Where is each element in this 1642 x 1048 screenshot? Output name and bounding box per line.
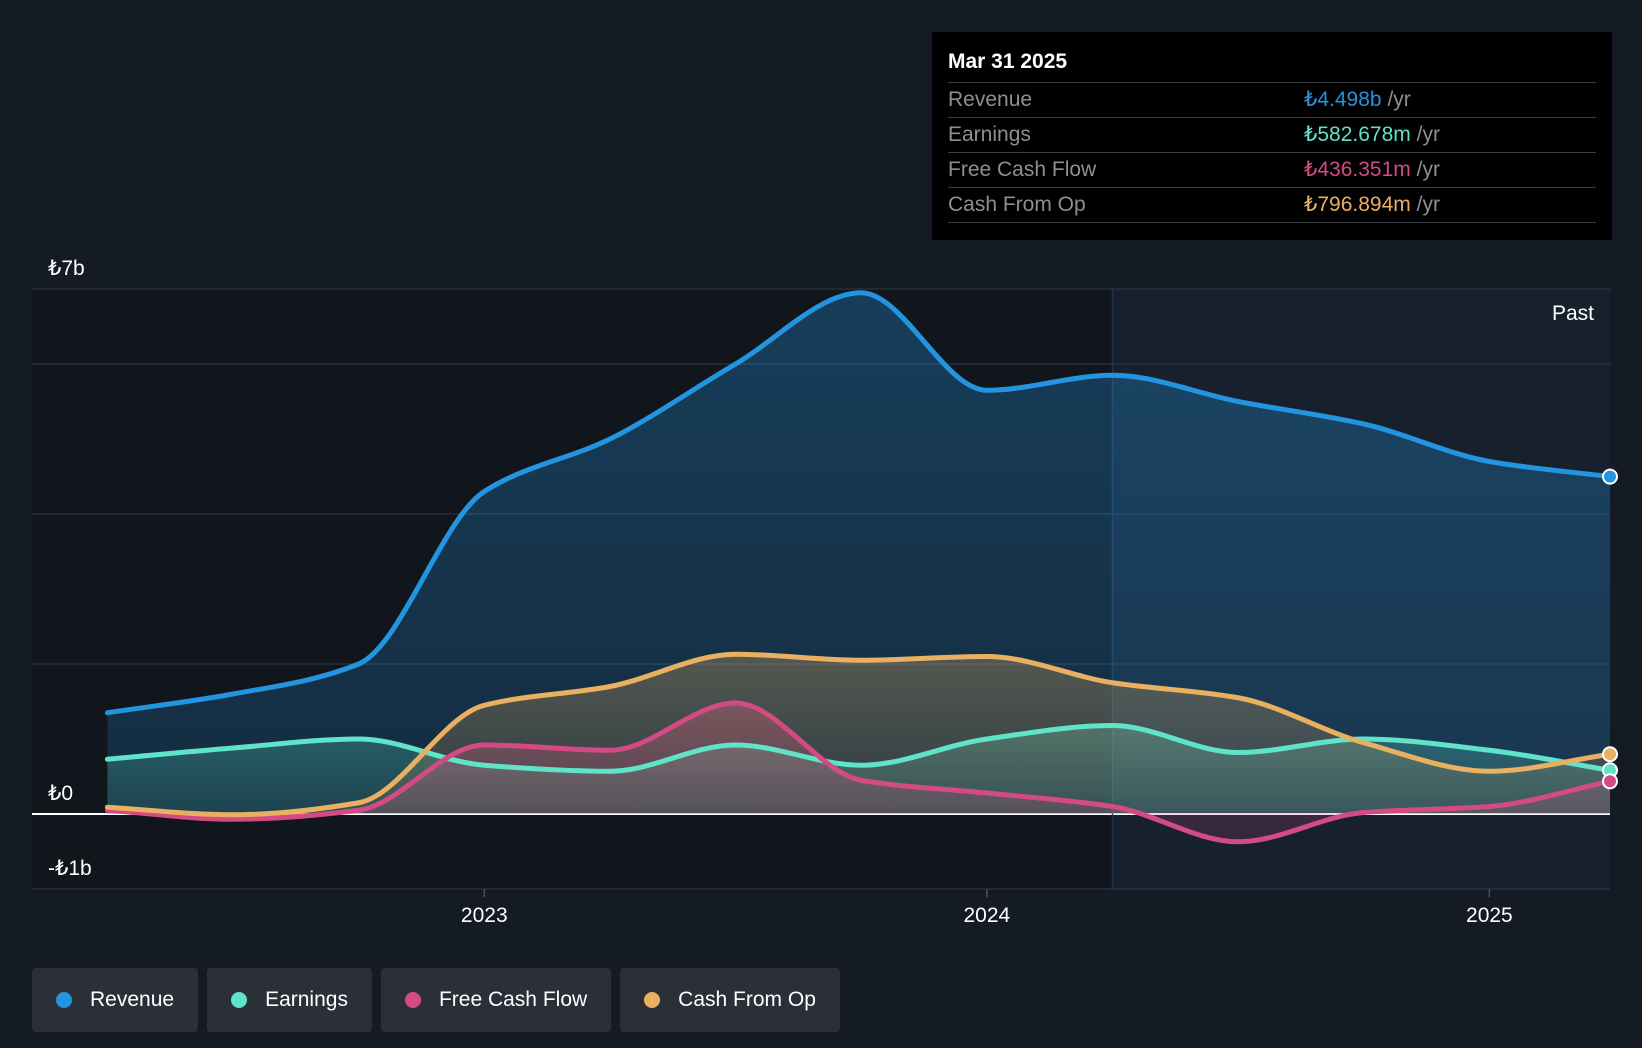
- end-marker-free-cash-flow: [1602, 773, 1618, 790]
- legend-item-revenue[interactable]: Revenue: [32, 968, 199, 1032]
- tooltip-row-cash-from-op: Cash From Op ₺796.894m /yr: [948, 188, 1596, 223]
- y-tick-label: ₺0: [48, 782, 73, 805]
- legend-item-earnings[interactable]: Earnings: [207, 968, 372, 1032]
- y-tick-label: ₺7b: [48, 257, 85, 280]
- legend-dot-icon: [644, 992, 661, 1008]
- tooltip-label: Earnings: [948, 123, 1031, 146]
- line-free-cash-flow: [104, 700, 1613, 845]
- chart: ₺7b ₺0 -₺1b 2023 2024 2025 Past: [32, 257, 1618, 927]
- tooltip-label: Free Cash Flow: [948, 158, 1097, 181]
- legend-label: Cash From Op: [678, 988, 816, 1011]
- tooltip-unit: /yr: [1387, 88, 1411, 111]
- tooltip-unit: /yr: [1416, 158, 1440, 181]
- tooltip-row-earnings: Earnings ₺582.678m /yr: [948, 118, 1596, 153]
- tooltip-label: Revenue: [948, 88, 1033, 111]
- legend-item-cash-from-op[interactable]: Cash From Op: [620, 968, 840, 1032]
- legend-label: Free Cash Flow: [438, 988, 588, 1011]
- legend-dot-icon: [404, 992, 421, 1008]
- tooltip-value: ₺436.351m: [1304, 158, 1411, 181]
- legend: Revenue Earnings Free Cash Flow Cash Fro…: [32, 968, 840, 1032]
- series-end-markers: [1602, 468, 1618, 790]
- legend-dot-icon: [56, 992, 72, 1008]
- x-tick-label: 2025: [1466, 904, 1513, 927]
- tooltip-row-free-cash-flow: Free Cash Flow ₺436.351m /yr: [948, 153, 1596, 188]
- series-areas: [107, 292, 1610, 842]
- x-tick-label: 2024: [963, 904, 1010, 927]
- tooltip: Mar 31 2025 Revenue ₺4.498b /yr Earnings…: [932, 32, 1612, 240]
- tooltip-value: ₺796.894m: [1304, 193, 1411, 216]
- past-label: Past: [1552, 302, 1594, 325]
- line-cash-from-op: [104, 651, 1613, 818]
- axis-labels: ₺7b ₺0 -₺1b 2023 2024 2025 Past: [48, 257, 1594, 927]
- tooltip-label: Cash From Op: [948, 193, 1086, 216]
- x-tick-label: 2023: [461, 904, 508, 927]
- line-revenue: [104, 290, 1613, 716]
- legend-dot-icon: [231, 992, 248, 1008]
- end-marker-cash-from-op: [1602, 746, 1618, 763]
- tooltip-date: Mar 31 2025: [948, 46, 1596, 83]
- legend-item-free-cash-flow[interactable]: Free Cash Flow: [380, 968, 612, 1032]
- y-tick-label: -₺1b: [48, 857, 92, 880]
- line-earnings: [104, 723, 1613, 774]
- legend-label: Earnings: [265, 988, 348, 1011]
- area-cash-from-op: [107, 654, 1610, 815]
- area-revenue: [107, 292, 1610, 814]
- series-lines: [104, 290, 1613, 845]
- tooltip-value: ₺4.498b: [1304, 88, 1382, 111]
- end-marker-revenue: [1602, 468, 1618, 485]
- tooltip-unit: /yr: [1416, 123, 1440, 146]
- tooltip-row-revenue: Revenue ₺4.498b /yr: [948, 83, 1596, 118]
- tooltip-value: ₺582.678m: [1304, 123, 1411, 146]
- tooltip-unit: /yr: [1416, 193, 1440, 216]
- legend-label: Revenue: [90, 988, 175, 1011]
